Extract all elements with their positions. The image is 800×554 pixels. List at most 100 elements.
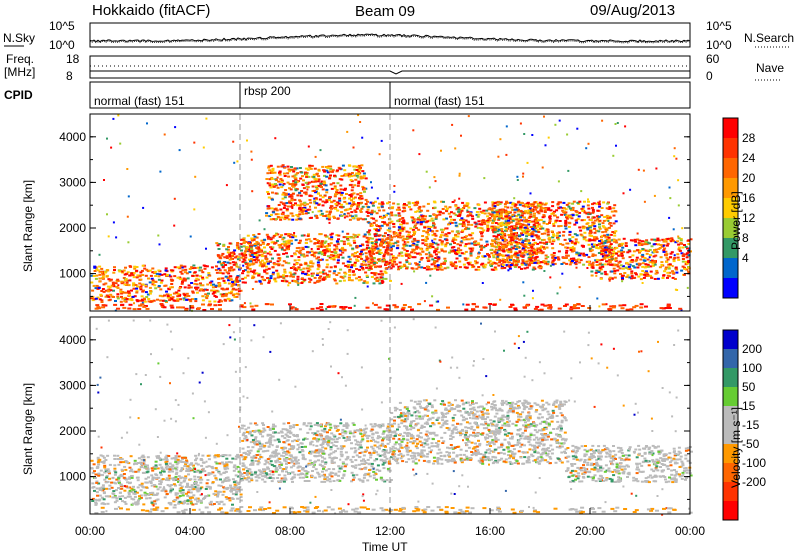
heatmap-cell — [315, 307, 320, 310]
heatmap-cell — [316, 242, 320, 244]
station-title: Hokkaido (fitACF) — [92, 2, 210, 19]
heatmap-cell — [607, 201, 610, 204]
heatmap-cell — [331, 169, 335, 172]
heatmap-cell — [575, 259, 579, 262]
heatmap-cell — [299, 249, 303, 252]
heatmap-cell — [110, 146, 113, 149]
heatmap-cell — [601, 245, 605, 248]
heatmap-cell — [521, 251, 524, 254]
heatmap-cell — [607, 253, 611, 256]
heatmap-cell — [165, 275, 169, 277]
heatmap-cell — [361, 185, 365, 188]
heatmap-cell — [183, 279, 187, 282]
heatmap-cell — [280, 279, 284, 282]
heatmap-cell — [226, 486, 230, 489]
heatmap-cell — [205, 247, 207, 250]
heatmap-cell — [369, 201, 373, 204]
heatmap-cell — [216, 244, 220, 247]
heatmap-cell — [640, 273, 643, 276]
heatmap-cell — [140, 303, 145, 306]
heatmap-cell — [580, 305, 585, 307]
heatmap-cell — [333, 270, 337, 273]
heatmap-cell — [304, 245, 308, 248]
heatmap-cell — [218, 261, 221, 264]
heatmap-cell — [454, 267, 458, 270]
heatmap-cell — [511, 209, 515, 211]
heatmap-cell — [532, 239, 536, 242]
heatmap-cell — [387, 262, 391, 265]
heatmap-cell — [522, 175, 524, 178]
heatmap-cell — [421, 235, 425, 237]
heatmap-cell — [609, 224, 613, 227]
heatmap-cell — [306, 246, 310, 249]
heatmap-cell — [644, 305, 648, 308]
heatmap-cell — [208, 303, 212, 306]
heatmap-cell — [285, 240, 289, 243]
heatmap-cell — [317, 184, 321, 187]
heatmap-cell — [685, 256, 689, 259]
heatmap-cell — [187, 284, 191, 287]
heatmap-cell — [170, 283, 174, 285]
heatmap-cell — [357, 204, 361, 206]
heatmap-cell — [347, 175, 351, 178]
heatmap-cell — [370, 276, 374, 278]
heatmap-cell — [425, 243, 428, 246]
heatmap-cell — [292, 180, 296, 183]
heatmap-cell — [532, 243, 535, 246]
heatmap-cell — [572, 248, 576, 251]
heatmap-cell — [469, 254, 473, 257]
heatmap-cell — [315, 172, 319, 175]
heatmap-cell — [208, 300, 212, 303]
heatmap-cell — [292, 273, 296, 276]
heatmap-cell — [312, 173, 316, 176]
heatmap-cell — [542, 220, 546, 223]
heatmap-cell — [120, 280, 124, 283]
heatmap-cell — [164, 466, 168, 469]
heatmap-cell — [273, 249, 277, 252]
heatmap-cell — [266, 172, 270, 175]
heatmap-cell — [234, 474, 238, 477]
heatmap-cell — [309, 201, 313, 204]
heatmap-cell — [416, 201, 420, 204]
heatmap-cell — [350, 266, 353, 269]
heatmap-cell — [120, 487, 124, 490]
heatmap-cell — [400, 251, 404, 254]
heatmap-cell — [418, 218, 422, 221]
heatmap-cell — [230, 266, 234, 269]
heatmap-cell — [420, 215, 424, 218]
heatmap-cell — [236, 292, 239, 295]
heatmap-cell — [218, 269, 222, 272]
heatmap-cell — [507, 251, 511, 254]
heatmap-cell — [252, 234, 256, 236]
heatmap-cell — [428, 243, 432, 246]
heatmap-cell — [521, 259, 525, 261]
heatmap-cell — [318, 198, 322, 201]
heatmap-cell — [185, 298, 189, 301]
heatmap-cell — [571, 260, 574, 262]
heatmap-cell — [254, 280, 258, 283]
heatmap-cell — [677, 179, 680, 182]
heatmap-cell — [176, 295, 180, 298]
heatmap-cell — [612, 305, 617, 308]
heatmap-cell — [390, 211, 394, 214]
heatmap-cell — [665, 256, 669, 259]
heatmap-cell — [354, 296, 357, 299]
heatmap-cell — [157, 269, 161, 272]
heatmap-cell — [592, 210, 595, 213]
heatmap-cell — [332, 182, 336, 185]
heatmap-cell — [413, 230, 417, 233]
heatmap-cell — [136, 462, 140, 464]
heatmap-cell — [386, 202, 389, 205]
heatmap-cell — [618, 267, 622, 270]
heatmap-cell — [434, 216, 438, 219]
heatmap-cell — [144, 291, 148, 294]
heatmap-cell — [544, 207, 548, 210]
heatmap-cell — [410, 308, 414, 311]
heatmap-cell — [254, 252, 257, 254]
heatmap-cell — [519, 216, 523, 219]
heatmap-cell — [211, 292, 215, 295]
heatmap-cell — [259, 248, 263, 251]
heatmap-cell — [102, 290, 106, 293]
heatmap-cell — [546, 228, 550, 231]
heatmap-cell — [428, 219, 432, 222]
